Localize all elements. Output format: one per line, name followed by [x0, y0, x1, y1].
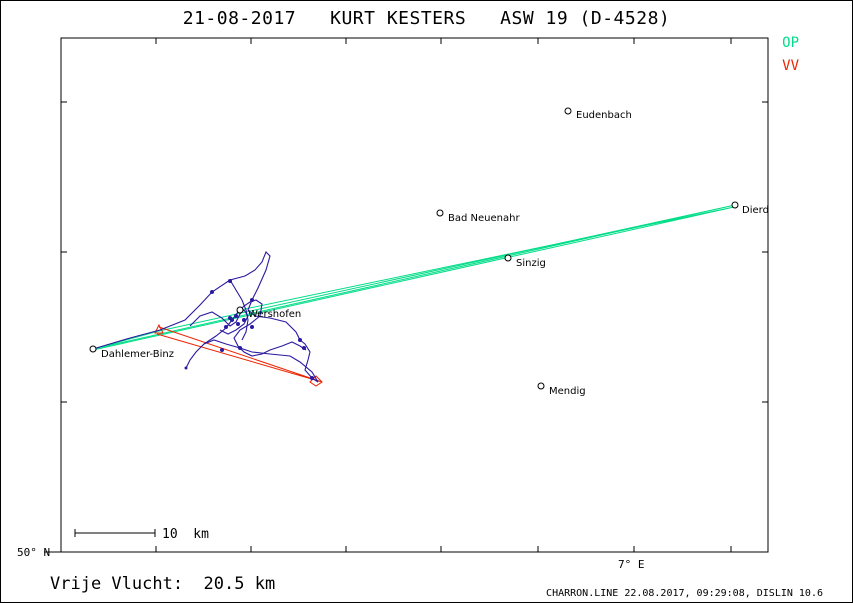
place-marker-icon	[89, 345, 97, 353]
place-marker-icon	[537, 382, 545, 390]
plot-frame	[60, 37, 769, 553]
place-marker-icon	[436, 209, 444, 217]
map-title: 21-08-2017 KURT KESTERS ASW 19 (D-4528)	[182, 8, 671, 29]
place-label: Wershofen	[248, 309, 301, 320]
lat-axis-label: 50° N	[17, 546, 50, 559]
place-mendig: Mendig	[537, 382, 586, 397]
op-route	[92, 204, 736, 351]
place-sinzig: Sinzig	[504, 254, 546, 269]
place-dahlemer-binz: Dahlemer-Binz	[89, 345, 174, 360]
flight-summary: Vrije Vlucht: 20.5 km	[50, 574, 350, 594]
scale-bar-label: 10 km	[162, 527, 209, 542]
legend-vv-label: VV	[782, 58, 799, 74]
place-label: Dahlemer-Binz	[101, 349, 174, 360]
place-marker-icon	[504, 254, 512, 262]
scale-bar: 10 km	[74, 527, 209, 542]
footer-info: CHARRON.LINE 22.08.2017, 09:29:08, DISLI…	[546, 588, 823, 599]
place-wershofen: Wershofen	[236, 306, 301, 320]
legend-op: OP	[782, 35, 799, 51]
track-markers	[184, 279, 314, 380]
place-bad-neuenahr: Bad Neuenahr	[436, 209, 520, 224]
lon-axis-label: 7° E	[618, 558, 645, 571]
place-marker-icon	[731, 201, 739, 209]
place-label: Mendig	[549, 386, 586, 397]
place-dierdorf: Dierd	[731, 201, 769, 216]
place-label: Sinzig	[516, 258, 546, 269]
flight-distance: 20.5 km	[203, 574, 276, 594]
place-label: Dierd	[742, 205, 769, 216]
legend-vv: VV	[782, 58, 799, 74]
flight-label: Vrije Vlucht:	[50, 574, 184, 594]
place-marker-icon	[564, 107, 572, 115]
place-eudenbach: Eudenbach	[564, 107, 632, 121]
legend-op-label: OP	[782, 35, 799, 51]
place-label: Eudenbach	[576, 110, 632, 121]
place-marker-icon	[236, 306, 244, 314]
place-label: Bad Neuenahr	[448, 213, 520, 224]
